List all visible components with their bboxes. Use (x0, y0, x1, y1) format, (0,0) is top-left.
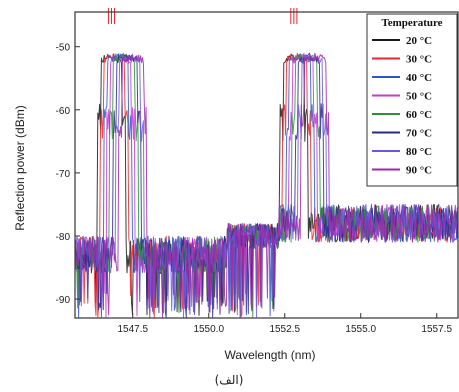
series-line-8 (74, 52, 459, 319)
y-tick-label: -60 (56, 106, 71, 117)
legend-label: 50 °C (406, 91, 432, 103)
x-axis: 1547.5 1550.0 1552.5 1555.0 1557.5 (117, 313, 452, 335)
legend: Temperature 20 °C 30 °C 40 °C 50 °C 60 °C 70 … (366, 13, 458, 187)
x-tick-label: 1547.5 (117, 324, 148, 335)
y-tick-label: -50 (56, 43, 71, 54)
y-tick-label: -80 (56, 232, 71, 243)
legend-label: 30 °C (406, 54, 432, 66)
x-axis-title: Wavelength (nm) (225, 348, 316, 362)
legend-label: 20 °C (406, 35, 432, 47)
legend-label: 60 °C (406, 109, 432, 121)
figure-caption: (الف) (215, 373, 244, 387)
legend-box (366, 13, 458, 187)
x-tick-label: 1555.0 (345, 324, 376, 335)
y-tick-label: -90 (56, 295, 71, 306)
legend-label: 70 °C (406, 128, 432, 140)
y-axis: -50 -60 -70 -80 -90 (56, 43, 80, 306)
peak-markers (107, 8, 298, 24)
y-tick-label: -70 (56, 169, 71, 180)
series-layer (74, 52, 459, 319)
legend-label: 90 °C (406, 165, 432, 177)
x-tick-label: 1552.5 (269, 324, 300, 335)
legend-label: 80 °C (406, 146, 432, 158)
x-tick-label: 1557.5 (421, 324, 452, 335)
x-tick-label: 1550.0 (193, 324, 224, 335)
plot-frame (74, 11, 459, 319)
legend-title: Temperature (381, 17, 442, 29)
legend-label: 40 °C (406, 72, 432, 84)
y-axis-title: Reflection power (dBm) (13, 105, 27, 230)
